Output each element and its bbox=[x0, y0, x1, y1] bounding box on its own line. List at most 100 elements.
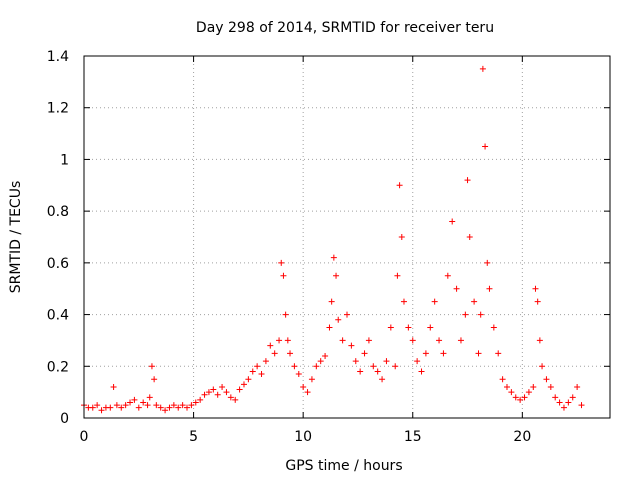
data-point bbox=[479, 65, 486, 72]
data-point bbox=[536, 337, 543, 344]
data-point bbox=[365, 337, 372, 344]
data-point bbox=[219, 383, 226, 390]
data-point bbox=[383, 358, 390, 365]
data-point bbox=[148, 363, 155, 370]
data-point bbox=[352, 358, 359, 365]
data-point bbox=[436, 337, 443, 344]
plot-frame bbox=[83, 55, 611, 419]
data-point bbox=[317, 358, 324, 365]
data-point bbox=[192, 399, 199, 406]
y-axis-label: SRMTID / TECUs bbox=[8, 181, 24, 294]
data-point bbox=[146, 394, 153, 401]
data-point bbox=[466, 234, 473, 240]
data-point bbox=[330, 254, 337, 261]
data-point bbox=[326, 324, 333, 331]
data-point bbox=[394, 272, 401, 279]
data-point bbox=[258, 371, 265, 378]
data-point bbox=[197, 396, 204, 403]
y-tick-label: 0.6 bbox=[47, 256, 69, 272]
data-point bbox=[357, 368, 364, 375]
data-point bbox=[532, 285, 539, 292]
y-tick-label: 0.4 bbox=[47, 308, 69, 324]
data-point bbox=[170, 402, 177, 409]
data-point bbox=[521, 394, 528, 401]
chart-title: Day 298 of 2014, SRMTID for receiver ter… bbox=[196, 20, 494, 36]
data-point bbox=[560, 404, 567, 411]
data-point bbox=[339, 337, 346, 344]
y-tick-label: 1.4 bbox=[47, 49, 69, 65]
data-point bbox=[539, 363, 546, 370]
data-point bbox=[508, 389, 515, 396]
data-point bbox=[444, 272, 451, 279]
x-tick-label: 15 bbox=[404, 429, 422, 445]
data-point bbox=[278, 259, 285, 266]
x-tick-label: 0 bbox=[80, 429, 89, 445]
x-tick-label: 5 bbox=[189, 429, 198, 445]
data-point bbox=[249, 368, 256, 375]
data-point bbox=[370, 363, 377, 370]
data-point bbox=[379, 376, 386, 383]
data-point bbox=[313, 363, 320, 370]
data-point bbox=[151, 376, 158, 383]
data-point bbox=[300, 383, 307, 390]
data-point bbox=[110, 383, 117, 390]
data-point bbox=[113, 402, 120, 409]
data-point bbox=[335, 316, 342, 323]
data-point bbox=[267, 342, 274, 349]
data-point bbox=[254, 363, 261, 370]
data-point bbox=[565, 399, 572, 406]
data-point bbox=[431, 298, 438, 305]
data-point bbox=[422, 350, 429, 357]
data-point bbox=[392, 363, 399, 370]
data-point bbox=[135, 404, 142, 411]
data-point bbox=[140, 399, 147, 406]
data-point bbox=[482, 143, 489, 150]
data-point bbox=[405, 324, 412, 331]
data-point bbox=[547, 383, 554, 390]
data-point bbox=[284, 337, 291, 344]
data-point bbox=[322, 352, 329, 359]
y-tick-label: 0.8 bbox=[47, 204, 69, 220]
data-point bbox=[475, 350, 482, 357]
data-point bbox=[486, 285, 493, 292]
data-point bbox=[89, 404, 96, 411]
data-point bbox=[214, 391, 221, 398]
data-point bbox=[98, 407, 105, 414]
data-point bbox=[162, 407, 169, 414]
data-point bbox=[414, 358, 421, 365]
data-point bbox=[232, 396, 239, 403]
data-point bbox=[477, 311, 484, 318]
data-point bbox=[227, 394, 234, 401]
x-tick-label: 20 bbox=[513, 429, 531, 445]
data-point bbox=[205, 389, 212, 396]
data-point bbox=[328, 298, 335, 305]
data-point bbox=[280, 272, 287, 279]
data-point bbox=[490, 324, 497, 331]
data-point bbox=[348, 342, 355, 349]
axis-ticks: 0 5 10 15 20 0 0.2 0.4 0.6 0.8 1 1.2 1.4 bbox=[47, 49, 610, 445]
data-point bbox=[525, 389, 532, 396]
data-point bbox=[240, 381, 247, 388]
data-point bbox=[418, 368, 425, 375]
data-point bbox=[398, 234, 405, 240]
data-point bbox=[512, 394, 519, 401]
data-point bbox=[333, 272, 340, 279]
data-point bbox=[449, 218, 456, 225]
data-point bbox=[291, 363, 298, 370]
data-point bbox=[396, 182, 403, 189]
data-point bbox=[127, 399, 134, 406]
data-point bbox=[308, 376, 315, 383]
data-point bbox=[409, 337, 416, 344]
data-point bbox=[166, 404, 173, 411]
data-point bbox=[427, 324, 434, 331]
data-point bbox=[400, 298, 407, 305]
data-point bbox=[107, 404, 114, 411]
y-tick-label: 0.2 bbox=[47, 359, 69, 375]
data-point bbox=[271, 350, 278, 357]
data-point bbox=[440, 350, 447, 357]
data-point bbox=[184, 404, 191, 411]
data-point bbox=[517, 396, 524, 403]
data-point bbox=[543, 376, 550, 383]
data-points bbox=[81, 65, 585, 414]
data-point bbox=[344, 311, 350, 318]
